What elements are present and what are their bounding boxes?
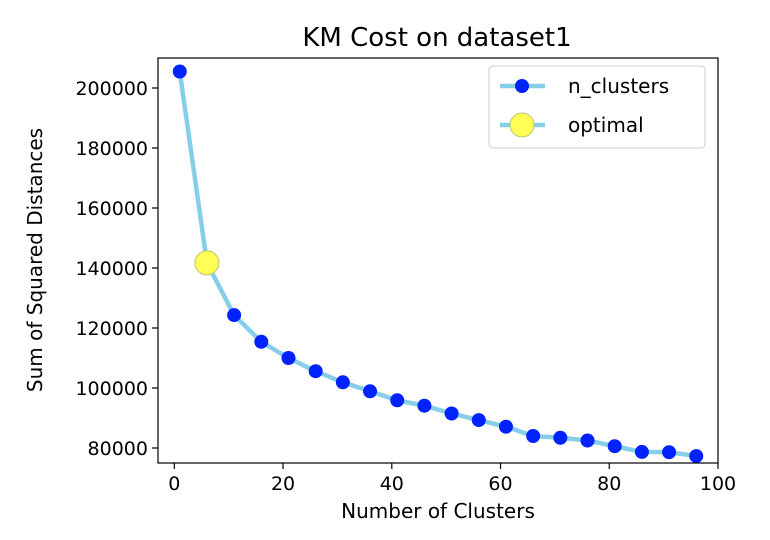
data-point [553,430,568,445]
data-point [471,413,486,428]
y-tick-label: 80000 [88,438,148,460]
legend-marker-n-clusters [515,79,529,93]
data-point [662,445,677,460]
data-point [335,375,350,390]
data-point [227,308,242,323]
data-point [363,384,378,399]
legend-label-optimal: optimal [568,113,644,137]
data-point [172,64,187,79]
y-tick-label: 200000 [75,78,148,100]
x-tick-label: 100 [700,473,736,495]
data-point [498,419,513,434]
y-tick-label: 180000 [75,138,148,160]
data-point [689,449,704,464]
data-point [390,393,405,408]
x-axis: 0 20 40 60 80 100 [168,463,736,495]
data-point [634,444,649,459]
x-tick-label: 40 [380,473,404,495]
y-tick-label: 140000 [75,258,148,280]
chart-title: KM Cost on dataset1 [302,23,571,53]
optimal-point [194,250,220,276]
y-tick-label: 160000 [75,198,148,220]
plot-frame [157,57,719,464]
x-tick-label: 20 [271,473,295,495]
plot-area [172,64,704,464]
x-tick-label: 80 [597,473,621,495]
y-tick-label: 100000 [75,378,148,400]
legend-marker-optimal [509,112,535,138]
legend-label-n-clusters: n_clusters [568,74,669,98]
y-axis-title: Sum of Squared Distances [23,128,47,392]
y-tick-label: 120000 [75,318,148,340]
data-point [254,334,269,349]
data-point [444,406,459,421]
y-axis: 80000 100000 120000 140000 160000 180000 20000… [75,78,158,460]
x-tick-label: 0 [168,473,180,495]
data-point [417,398,432,413]
data-point [281,351,296,365]
data-point [607,439,622,454]
data-point [580,433,595,448]
data-point [526,429,541,443]
legend: n_clusters optimal [488,65,706,149]
x-axis-title: Number of Clusters [341,499,535,523]
x-tick-label: 60 [488,473,512,495]
data-point [308,364,323,379]
